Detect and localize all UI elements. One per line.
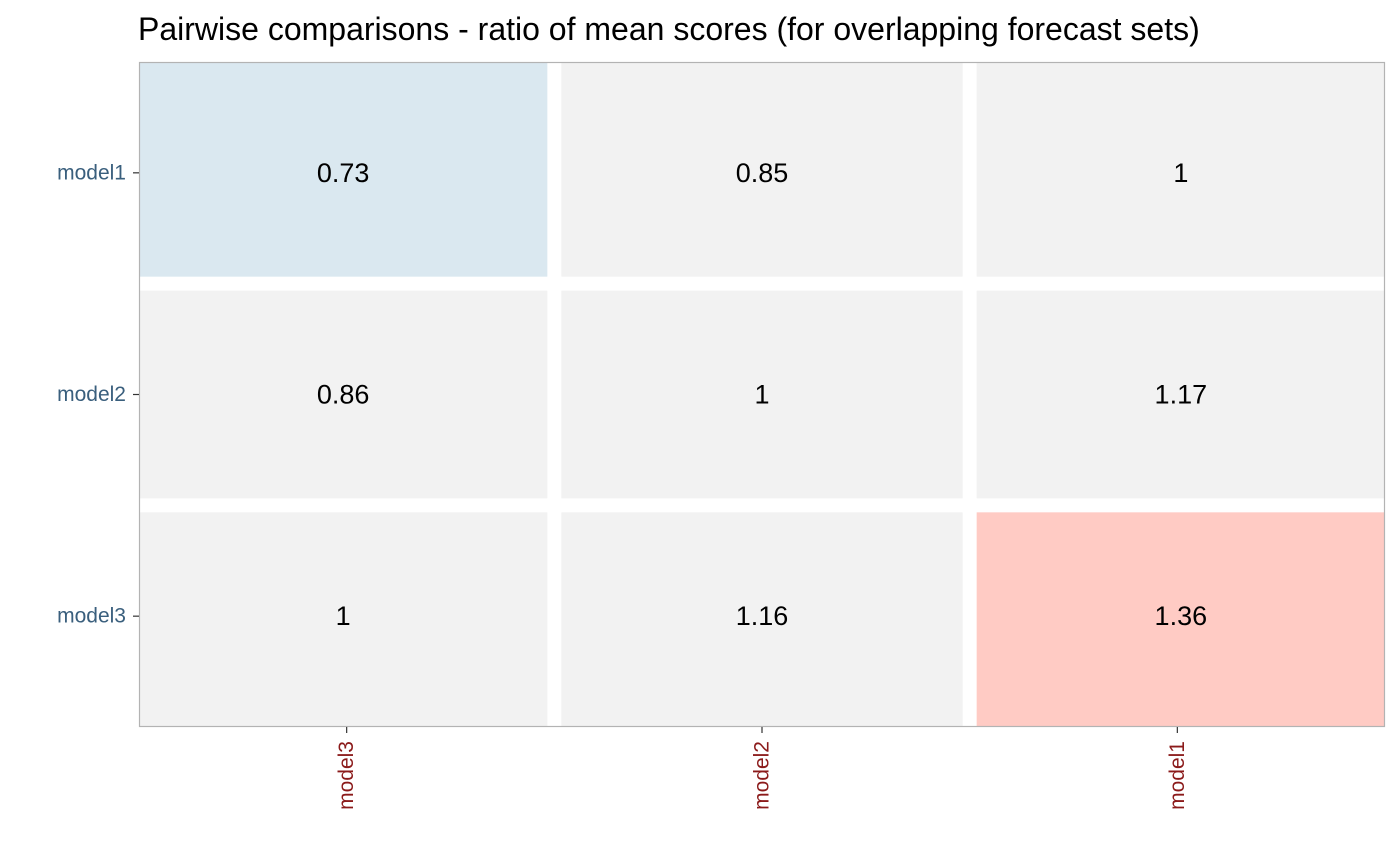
heatmap-cell-model3-model3 [139, 512, 548, 727]
x-tick-label-model3: model3 [335, 741, 358, 810]
x-tick-label-model1: model1 [1166, 741, 1189, 810]
cell-value-label: 1 [1173, 158, 1188, 188]
cell-value-label: 0.85 [736, 158, 789, 188]
y-tick-label-model3: model3 [57, 605, 126, 628]
heatmap-cell-model2-model2 [561, 290, 963, 499]
x-tick-label-model2: model2 [751, 741, 774, 810]
x-axis: model3 model2 model1 [335, 727, 1189, 810]
cell-value-label: 1 [336, 601, 351, 631]
chart-title: Pairwise comparisons - ratio of mean sco… [138, 11, 1200, 47]
panel-border [138, 61, 1386, 728]
heatmap-cells: 0.73 0.85 1 0.86 1 1.17 1 1.16 1.36 [139, 62, 1385, 727]
cell-value-label: 1.36 [1155, 601, 1208, 631]
heatmap-cell-model3-model1 [976, 512, 1385, 727]
heatmap-cell-model2-model1 [976, 290, 1385, 499]
y-axis: model1 model2 model3 [57, 161, 139, 628]
cell-value-label: 1.16 [736, 601, 789, 631]
cell-value-label: 0.73 [317, 158, 370, 188]
heatmap-cell-model3-model2 [561, 512, 963, 727]
heatmap-cell-model1-model3 [139, 62, 548, 277]
heatmap-cell-model1-model1 [976, 62, 1385, 277]
y-tick-label-model1: model1 [57, 161, 126, 184]
cell-value-label: 0.86 [317, 380, 370, 410]
heatmap-cell-model1-model2 [561, 62, 963, 277]
heatmap-cell-model2-model3 [139, 290, 548, 499]
y-tick-label-model2: model2 [57, 383, 126, 406]
cell-value-label: 1.17 [1155, 380, 1208, 410]
cell-value-label: 1 [754, 380, 769, 410]
